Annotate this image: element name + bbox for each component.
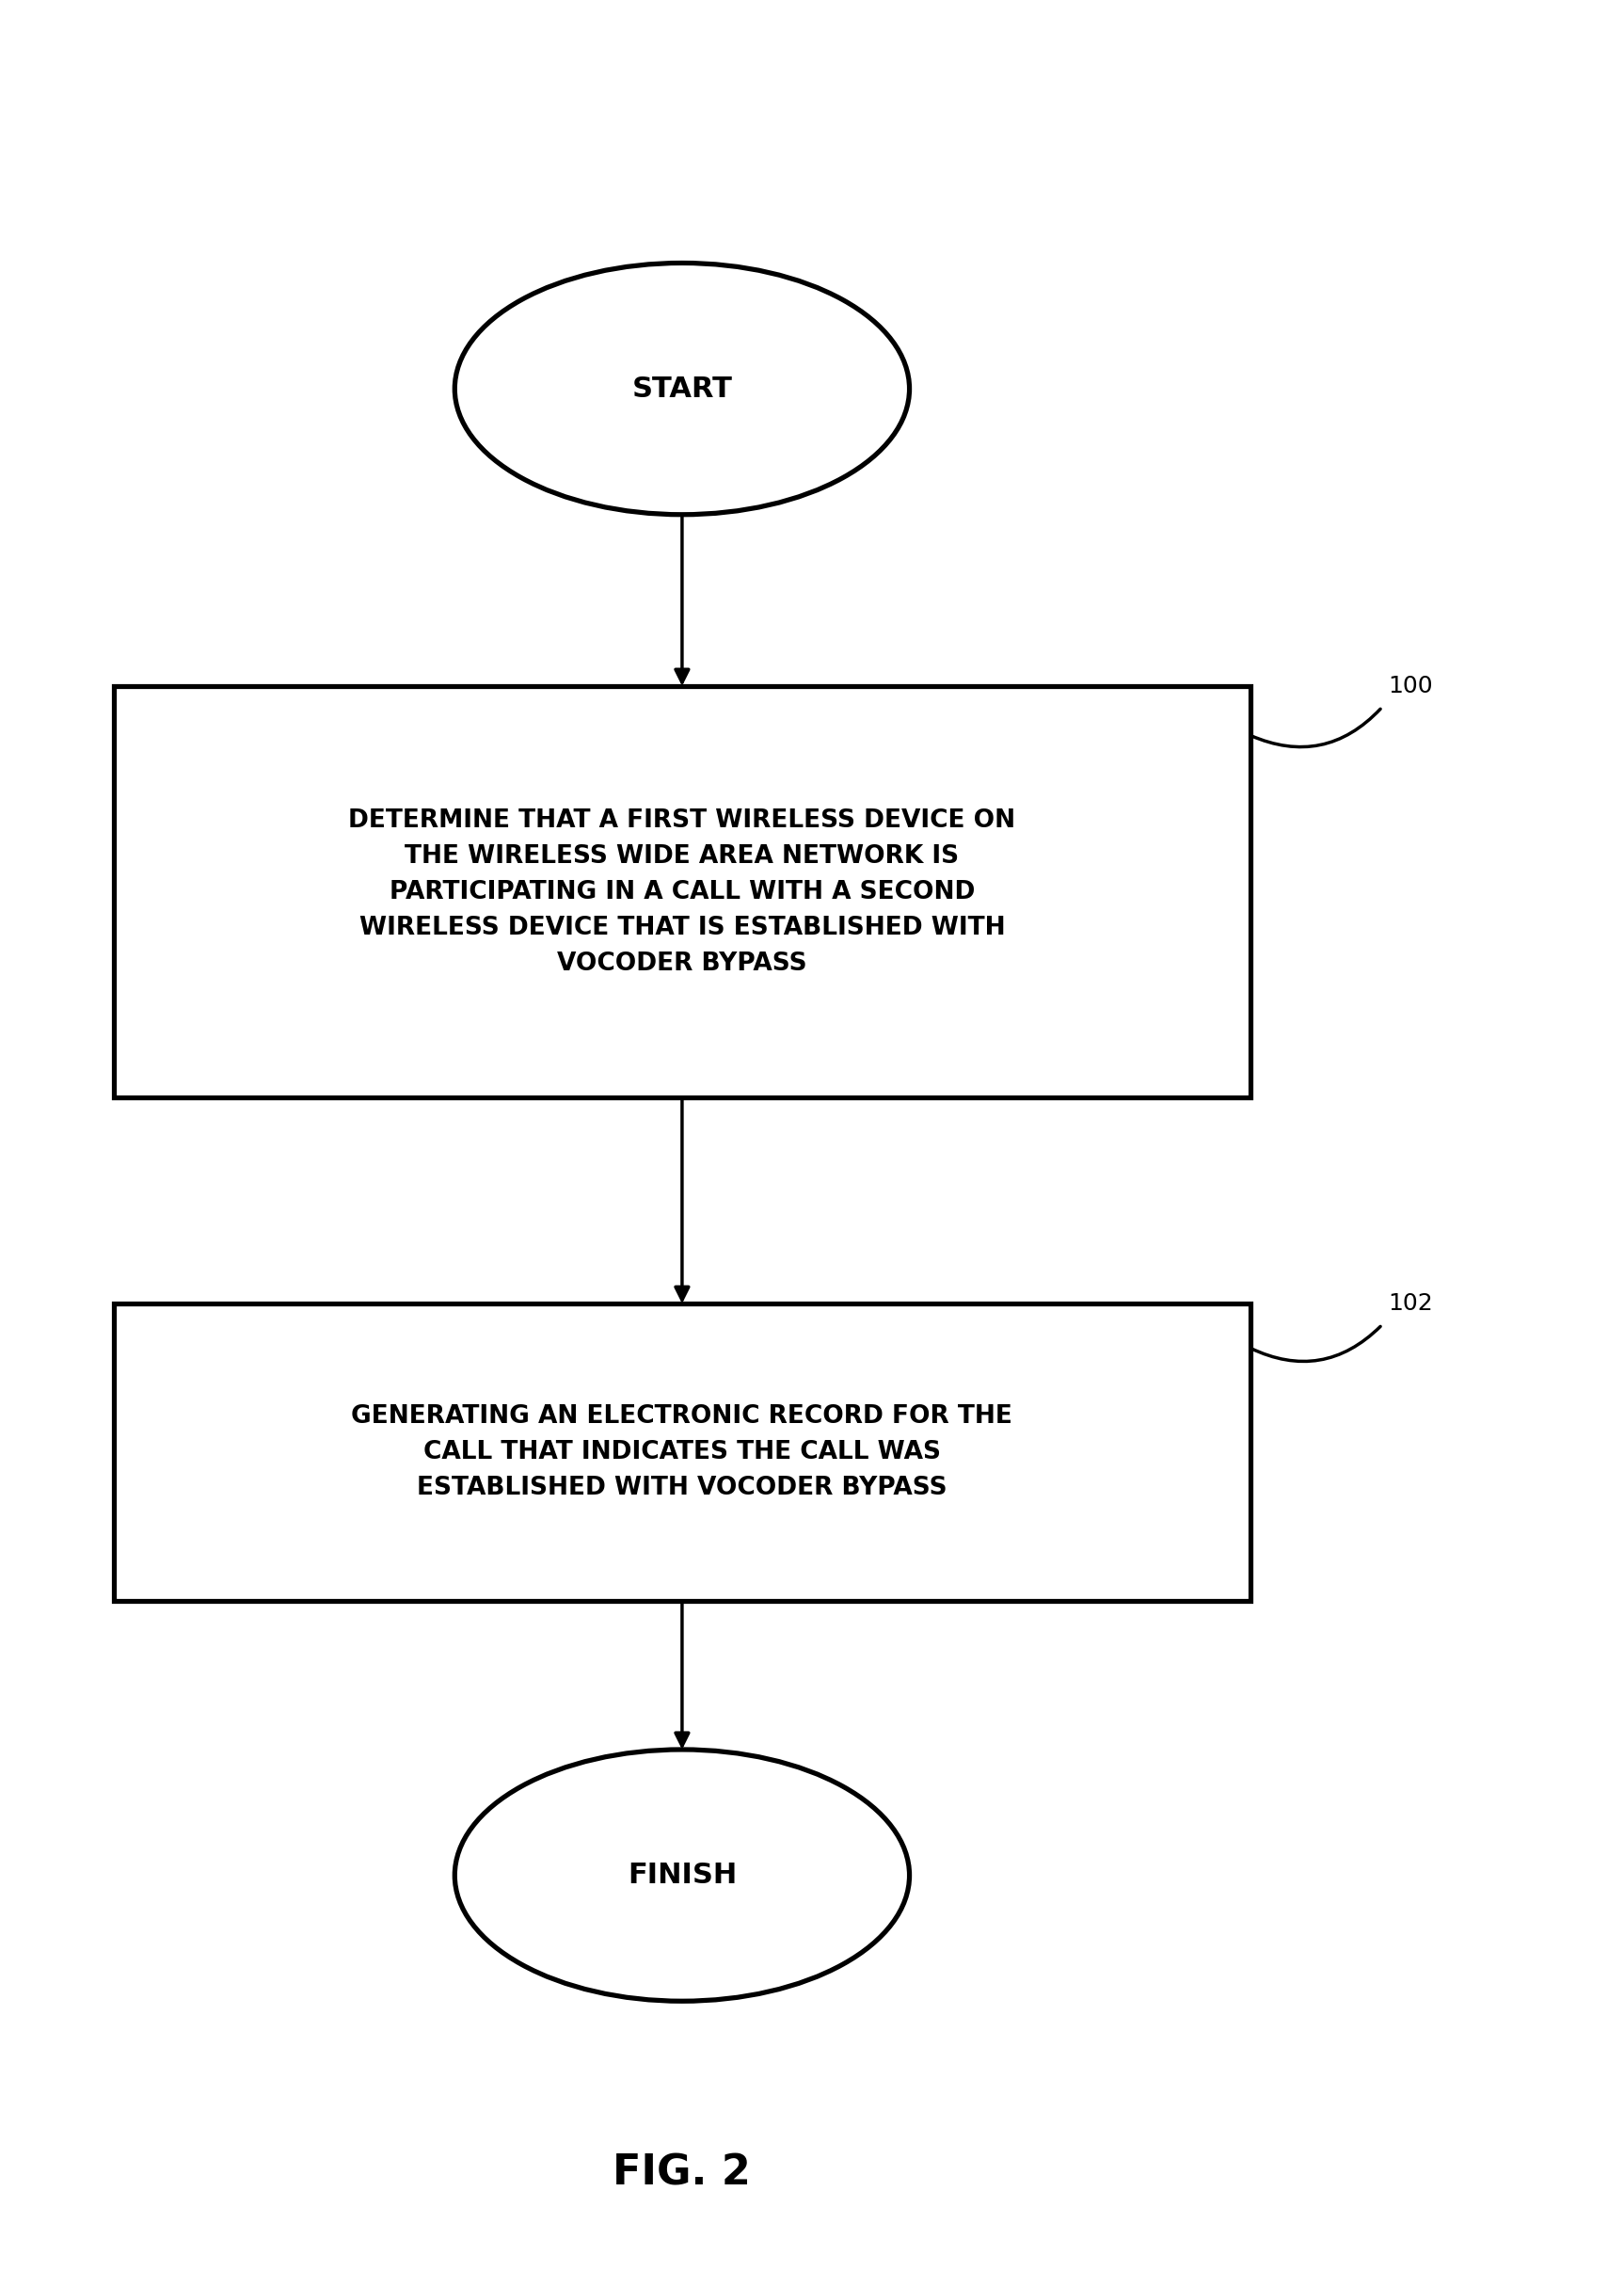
Text: 100: 100 — [1389, 675, 1434, 698]
FancyBboxPatch shape — [114, 686, 1250, 1098]
Text: FINISH: FINISH — [627, 1862, 737, 1889]
Text: GENERATING AN ELECTRONIC RECORD FOR THE
CALL THAT INDICATES THE CALL WAS
ESTABLI: GENERATING AN ELECTRONIC RECORD FOR THE … — [351, 1404, 1013, 1500]
Text: START: START — [632, 375, 732, 403]
FancyBboxPatch shape — [114, 1304, 1250, 1601]
Ellipse shape — [455, 1750, 909, 2001]
Ellipse shape — [455, 263, 909, 515]
Text: 102: 102 — [1389, 1292, 1434, 1315]
Text: DETERMINE THAT A FIRST WIRELESS DEVICE ON
THE WIRELESS WIDE AREA NETWORK IS
PART: DETERMINE THAT A FIRST WIRELESS DEVICE O… — [349, 807, 1015, 977]
Text: FIG. 2: FIG. 2 — [612, 2152, 752, 2193]
